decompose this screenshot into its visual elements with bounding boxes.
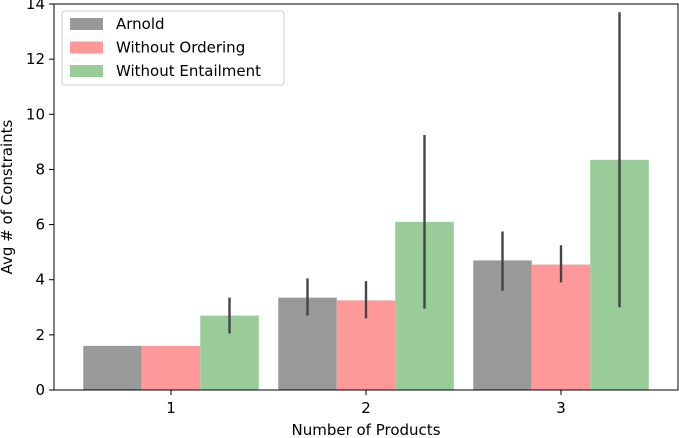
y-tick-label: 2 [35, 326, 45, 344]
legend-swatch-arnold [70, 18, 103, 30]
error-bars-layer [228, 12, 621, 334]
x-tick-label: 1 [166, 399, 176, 417]
legend-swatch-without-entailment [70, 65, 103, 77]
legend-frame [61, 10, 285, 86]
y-axis: 0 2 4 6 8 10 12 14 [26, 0, 54, 399]
y-tick-label: 8 [35, 160, 45, 178]
y-axis-label: Avg # of Constraints [0, 119, 16, 274]
bars-layer [83, 159, 649, 390]
x-axis: 1 2 3 [166, 390, 566, 417]
y-tick-label: 4 [35, 271, 45, 289]
legend: Arnold Without Ordering Without Entailment [61, 10, 285, 86]
bar-without-ordering-3 [531, 264, 591, 390]
bar-without-ordering-1 [141, 345, 201, 390]
y-tick-label: 12 [26, 50, 45, 68]
x-tick-label: 2 [361, 399, 371, 417]
y-tick-label: 6 [35, 216, 45, 234]
legend-label-without-ordering: Without Ordering [116, 39, 245, 57]
bar-arnold-1 [83, 345, 142, 390]
y-tick-label: 10 [26, 105, 45, 123]
y-tick-label: 0 [35, 381, 45, 399]
legend-swatch-without-ordering [70, 41, 103, 54]
y-tick-label: 14 [26, 0, 45, 13]
x-axis-label: Number of Products [291, 421, 440, 438]
legend-label-without-entailment: Without Entailment [116, 62, 261, 80]
legend-label-arnold: Arnold [116, 15, 165, 33]
x-tick-label: 3 [556, 399, 566, 417]
